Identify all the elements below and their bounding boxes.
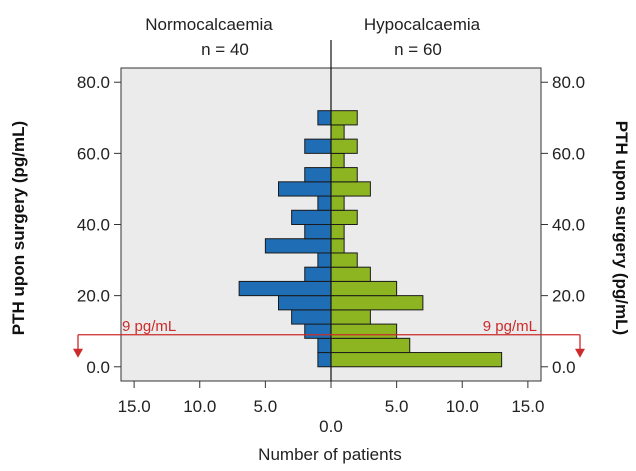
y-tick-label-left-0: 0.0 xyxy=(86,358,110,377)
bar-right-1 xyxy=(330,337,411,354)
ref-label-right: 9 pg/mL xyxy=(483,318,537,335)
bar-left-10 xyxy=(291,209,332,225)
x-tick-label-1: 10.0 xyxy=(183,397,216,416)
y-tick-label-left-1: 20.0 xyxy=(77,287,110,306)
bar-left-1 xyxy=(317,337,332,354)
bar-right-11 xyxy=(330,195,345,211)
bar-left-15 xyxy=(304,138,332,154)
bar-left-6 xyxy=(304,266,332,282)
x-tick-label-2: 5.0 xyxy=(254,397,278,416)
ref-label-left: 9 pg/mL xyxy=(122,318,176,335)
bar-right-16 xyxy=(330,124,345,140)
bar-left-12 xyxy=(278,181,332,197)
bar-right-14 xyxy=(330,152,345,169)
bar-left-3 xyxy=(291,309,332,325)
bar-right-13 xyxy=(330,167,358,183)
bar-right-8 xyxy=(330,238,345,254)
bar-left-8 xyxy=(264,238,332,254)
y-tick-label-right-0: 0.0 xyxy=(552,358,576,377)
bar-right-15 xyxy=(330,138,358,154)
plot-layer: 0.0 0.0 20.0 20.0 40.0 40.0 60.0 60.0 80.0 80.0 15… xyxy=(73,40,585,436)
group-label-right: Hypocalcaemia xyxy=(364,15,481,34)
ref-arrowhead-right xyxy=(575,348,585,358)
bar-right-0 xyxy=(330,352,503,368)
group-n-right: n = 60 xyxy=(394,40,442,59)
bar-left-4 xyxy=(278,295,332,311)
y-tick-label-left-4: 80.0 xyxy=(77,73,110,92)
bar-left-0 xyxy=(317,352,332,368)
x-tick-label-5: 10.0 xyxy=(446,397,479,416)
y-axis-label-right: PTH upon surgery (pg/mL) xyxy=(612,121,631,335)
group-label-left: Normocalcaemia xyxy=(145,15,273,34)
ref-arrowhead-left xyxy=(73,348,83,358)
y-tick-label-right-4: 80.0 xyxy=(552,73,585,92)
bar-right-5 xyxy=(330,280,398,297)
bar-right-7 xyxy=(330,252,358,268)
y-axis-label-left: PTH upon surgery (pg/mL) xyxy=(9,121,28,335)
bar-left-13 xyxy=(304,167,332,183)
y-tick-label-right-3: 60.0 xyxy=(552,144,585,163)
group-n-left: n = 40 xyxy=(201,40,249,59)
bar-right-17 xyxy=(330,110,358,126)
y-tick-label-right-2: 40.0 xyxy=(552,216,585,235)
x-tick-label-4: 5.0 xyxy=(385,397,409,416)
bar-right-4 xyxy=(330,295,424,311)
bar-right-2 xyxy=(330,323,398,339)
bar-right-9 xyxy=(330,224,345,240)
x-tick-label-3: 0.0 xyxy=(319,417,343,436)
x-tick-label-0: 15.0 xyxy=(118,397,151,416)
y-tick-label-left-2: 40.0 xyxy=(77,216,110,235)
bar-left-7 xyxy=(317,252,332,268)
y-tick-label-left-3: 60.0 xyxy=(77,144,110,163)
x-axis-label: Number of patients xyxy=(258,445,402,464)
bar-right-12 xyxy=(330,181,371,197)
y-tick-label-right-1: 20.0 xyxy=(552,287,585,306)
bar-right-6 xyxy=(330,266,371,282)
x-tick-label-6: 15.0 xyxy=(511,397,544,416)
bar-left-17 xyxy=(317,110,332,126)
bar-left-9 xyxy=(304,224,332,240)
bar-left-5 xyxy=(238,280,332,297)
bar-left-11 xyxy=(317,195,332,211)
bar-right-3 xyxy=(330,309,371,325)
bar-right-10 xyxy=(330,209,358,225)
bar-left-2 xyxy=(304,323,332,339)
